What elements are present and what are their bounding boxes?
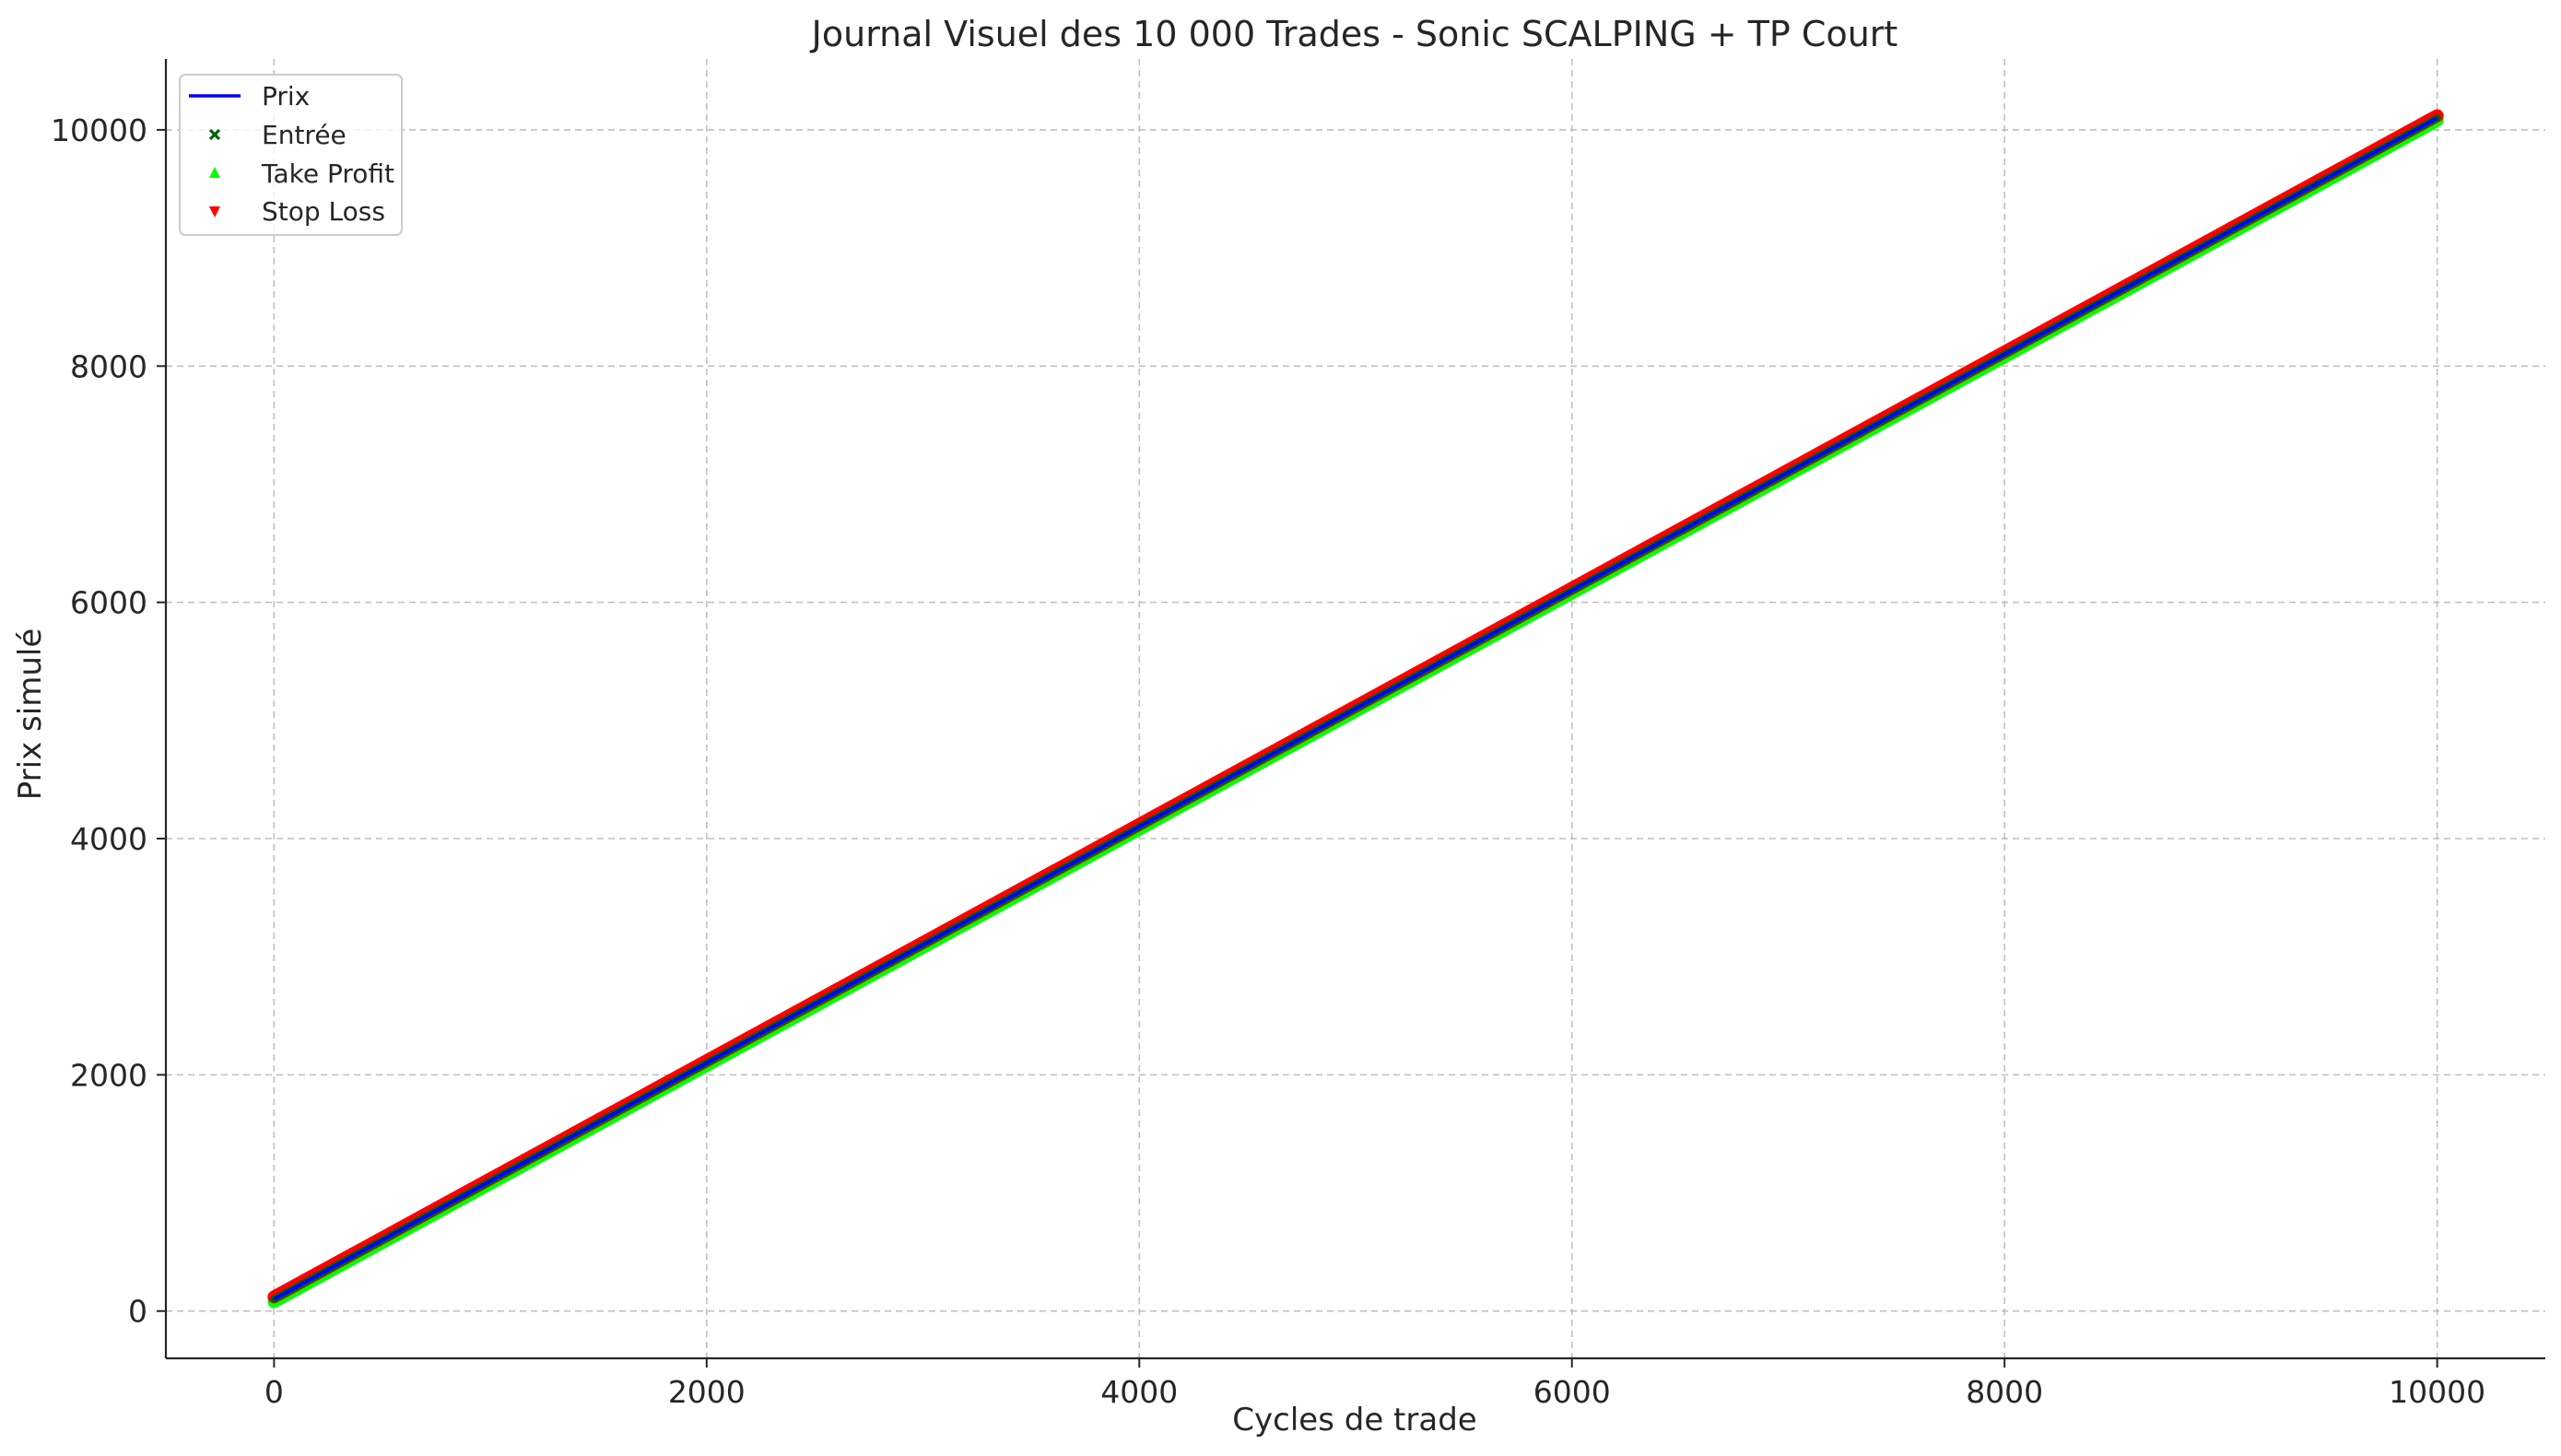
- grid: [166, 59, 2545, 1358]
- legend-label: Entrée: [262, 120, 347, 150]
- plot-area: [267, 109, 2444, 1309]
- x-tick-label: 4000: [1100, 1374, 1178, 1410]
- legend-frame: [179, 74, 403, 236]
- x-tick-label: 10000: [2389, 1374, 2485, 1410]
- x-tick-label: 2000: [668, 1374, 746, 1410]
- legend-label: Take Profit: [261, 159, 394, 189]
- legend-label: Prix: [262, 81, 310, 112]
- y-tick-label: 4000: [70, 821, 147, 857]
- legend-swatch-take-profit: [209, 167, 220, 178]
- legend-swatch-entree: [208, 128, 221, 141]
- x-tick-label: 8000: [1966, 1374, 2043, 1410]
- y-tick-label: 0: [128, 1294, 147, 1330]
- y-tick-label: 2000: [70, 1057, 147, 1093]
- y-tick-label: 8000: [70, 348, 147, 384]
- x-axis-label: Cycles de trade: [1232, 1402, 1476, 1438]
- y-tick-label: 6000: [70, 585, 147, 621]
- x-tick-label: 0: [264, 1374, 284, 1410]
- axes: [157, 59, 2545, 1368]
- legend-swatch-stop-loss: [209, 206, 220, 217]
- y-axis-label: Prix simulé: [12, 628, 49, 800]
- x-tick-label: 6000: [1533, 1374, 1611, 1410]
- legend: Prix Entrée Take Profit Stop Loss: [179, 74, 403, 236]
- series-prix-line: [273, 116, 2438, 1301]
- chart-title: Journal Visuel des 10 000 Trades - Sonic…: [810, 14, 1898, 54]
- legend-label: Stop Loss: [262, 196, 385, 227]
- y-tick-label: 10000: [51, 112, 147, 148]
- tick-labels: 0 2000 4000 6000 8000 10000 0 2000 4000 6000 8000 1…: [51, 112, 2485, 1410]
